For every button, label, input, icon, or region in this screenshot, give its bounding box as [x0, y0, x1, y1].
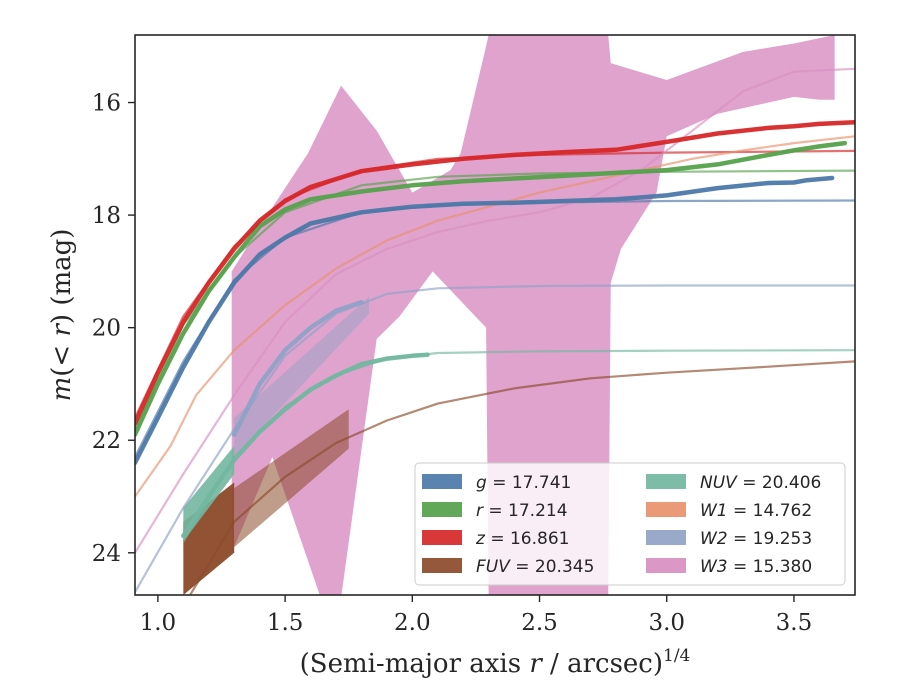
y-axis-ticks: 16 18 20 22 24 — [92, 91, 135, 567]
legend-swatch-r — [422, 502, 462, 517]
legend: g = 17.741 r = 17.214 z = 16.861 FUV = 20.3… — [414, 462, 846, 586]
y-tick-label: 24 — [92, 541, 121, 567]
legend-swatch-g — [422, 474, 462, 489]
x-axis-title: (Semi-major axis r / arcsec)1/4 — [300, 646, 691, 679]
legend-label-r: r = 17.214 — [476, 501, 568, 521]
legend-label-NUV: NUV = 20.406 — [700, 473, 821, 493]
legend-label-FUV: FUV = 20.345 — [476, 557, 594, 577]
error-bands — [183, 35, 835, 595]
legend-swatch-W2 — [646, 530, 686, 545]
FUV-error-band — [234, 409, 349, 548]
legend-swatch-W3 — [646, 558, 686, 573]
W1-model-line — [135, 135, 855, 498]
x-tick-label: 1.0 — [140, 610, 177, 636]
legend-label-g: g = 17.741 — [476, 473, 571, 493]
legend-swatch-z — [422, 530, 462, 545]
W2-error-band — [234, 296, 370, 458]
legend-swatch-W1 — [646, 502, 686, 517]
x-tick-label: 2.0 — [394, 610, 431, 636]
FUV-error-band — [183, 482, 235, 595]
plot-frame — [134, 34, 856, 596]
legend-label-z: z = 16.861 — [475, 529, 569, 549]
FUV-model-line — [188, 360, 855, 595]
x-tick-label: 3.0 — [648, 610, 685, 636]
legend-swatch-NUV — [646, 474, 686, 489]
z-data-curve — [135, 119, 855, 426]
x-tick-label: 2.5 — [521, 610, 558, 636]
y-tick-label: 16 — [92, 91, 121, 117]
legend-swatch-FUV — [422, 558, 462, 573]
x-tick-label: 1.5 — [267, 610, 304, 636]
legend-label-W1: W1 = 14.762 — [700, 501, 812, 521]
W2-data-curve — [231, 300, 364, 437]
NUV-data-curve — [181, 352, 430, 539]
legend-label-W2: W2 = 19.253 — [700, 529, 812, 549]
W3-model-line — [135, 67, 855, 554]
y-axis-title: m(< r) (mag) — [47, 229, 77, 402]
x-axis-ticks: 1.0 1.5 2.0 2.5 3.0 3.5 — [140, 595, 813, 636]
legend-box — [414, 462, 846, 586]
y-tick-label: 18 — [92, 203, 121, 229]
y-tick-label: 22 — [92, 428, 121, 454]
x-tick-label: 3.5 — [776, 610, 813, 636]
g-data-curve — [135, 175, 835, 465]
legend-label-W3: W3 = 15.380 — [700, 557, 812, 577]
series-lines — [135, 67, 855, 595]
y-tick-label: 20 — [92, 316, 121, 342]
W3-error-band — [231, 35, 835, 595]
r-data-curve — [135, 140, 848, 437]
